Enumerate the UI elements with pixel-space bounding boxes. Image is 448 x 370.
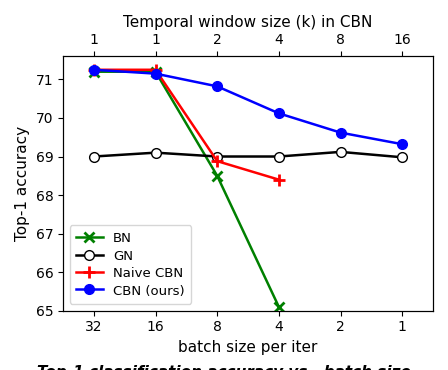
BN — [276, 305, 281, 309]
Line: Naive CBN: Naive CBN — [88, 64, 285, 186]
Naive CBN — [91, 68, 97, 72]
BN — [91, 70, 97, 74]
X-axis label: batch size per iter: batch size per iter — [178, 340, 318, 355]
CBN (ours) — [153, 71, 158, 76]
GN — [91, 154, 97, 159]
Legend: BN, GN, Naive CBN, CBN (ours): BN, GN, Naive CBN, CBN (ours) — [69, 225, 191, 304]
Y-axis label: Top-1 accuracy: Top-1 accuracy — [15, 126, 30, 241]
GN — [338, 150, 343, 154]
X-axis label: Temporal window size (k) in CBN: Temporal window size (k) in CBN — [123, 15, 373, 30]
Line: CBN (ours): CBN (ours) — [89, 65, 407, 149]
GN — [276, 154, 281, 159]
Naive CBN — [153, 68, 158, 72]
CBN (ours) — [215, 84, 220, 88]
GN — [215, 154, 220, 159]
BN — [153, 70, 158, 74]
CBN (ours) — [400, 142, 405, 147]
GN — [400, 155, 405, 159]
Naive CBN — [215, 159, 220, 164]
Naive CBN — [276, 178, 281, 182]
Text: Top-1 classification accuracy vs.  batch size: Top-1 classification accuracy vs. batch … — [37, 366, 411, 370]
Line: BN: BN — [89, 67, 284, 312]
BN — [215, 174, 220, 178]
CBN (ours) — [338, 130, 343, 135]
CBN (ours) — [276, 111, 281, 115]
GN — [153, 151, 158, 155]
Line: GN: GN — [89, 147, 407, 162]
CBN (ours) — [91, 68, 97, 72]
